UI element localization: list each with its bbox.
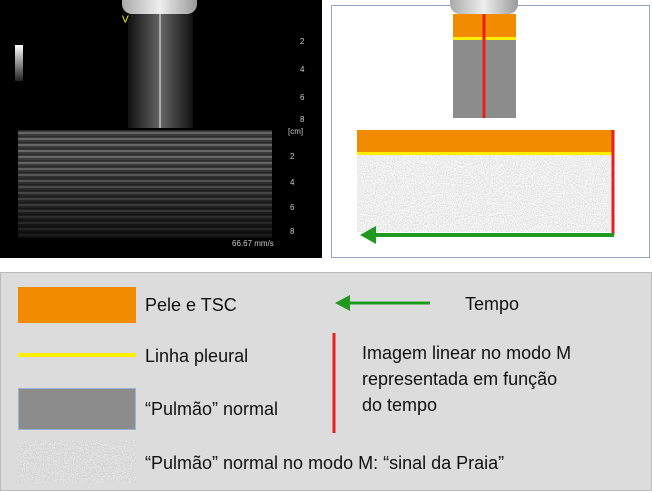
ultrasound-image: V 2 4 6 8 [cm] 2 4 6 8 66.67 mm/s [0, 0, 322, 258]
seashore-swatch [18, 440, 136, 483]
legend-label: Imagem linear no modo M [362, 343, 571, 363]
us-tick: 6 [300, 93, 305, 102]
skin-layer [357, 130, 612, 152]
seashore-pattern [357, 155, 612, 232]
us-tick: 8 [300, 115, 305, 124]
us-tick: 2 [290, 152, 295, 161]
us-tick: 2 [300, 37, 305, 46]
us-tick: 6 [290, 203, 295, 212]
lung-swatch [18, 388, 136, 430]
legend: Pele e TSC Linha pleural “Pulmão” normal… [0, 272, 652, 491]
us-tick: 8 [290, 227, 295, 236]
us-tick: 4 [300, 65, 305, 74]
legend-label: “Pulmão” normal [145, 399, 278, 419]
legend-label: Pele e TSC [145, 295, 237, 315]
legend-label: do tempo [362, 395, 437, 415]
pleural-swatch [18, 353, 136, 357]
us-probe [122, 0, 197, 14]
skin-swatch [18, 287, 136, 323]
legend-label: Linha pleural [145, 346, 248, 366]
us-mode: V [122, 15, 129, 26]
time-arrow-head [360, 226, 376, 244]
legend-label: Tempo [465, 294, 519, 314]
us-tick: 4 [290, 178, 295, 187]
legend-label: “Pulmão” normal no modo M: “sinal da Pra… [145, 453, 504, 473]
us-unit: [cm] [288, 127, 303, 136]
schematic [331, 0, 650, 258]
us-gray-bar [15, 45, 23, 81]
us-mmode-fade [18, 160, 272, 238]
time-swatch-head [335, 295, 350, 311]
pleural-line [357, 152, 612, 155]
schematic-probe [450, 0, 518, 14]
legend-label: representada em função [362, 369, 557, 389]
us-speed: 66.67 mm/s [232, 239, 274, 248]
